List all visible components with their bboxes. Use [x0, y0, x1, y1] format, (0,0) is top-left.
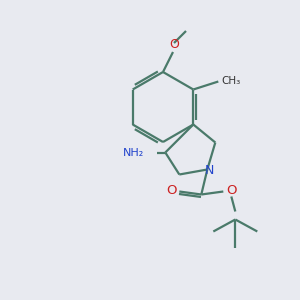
Text: O: O: [166, 184, 177, 197]
Text: O: O: [226, 184, 237, 197]
Text: CH₃: CH₃: [221, 76, 241, 85]
Text: O: O: [169, 38, 179, 52]
Text: NH₂: NH₂: [123, 148, 144, 158]
Text: N: N: [205, 164, 214, 177]
